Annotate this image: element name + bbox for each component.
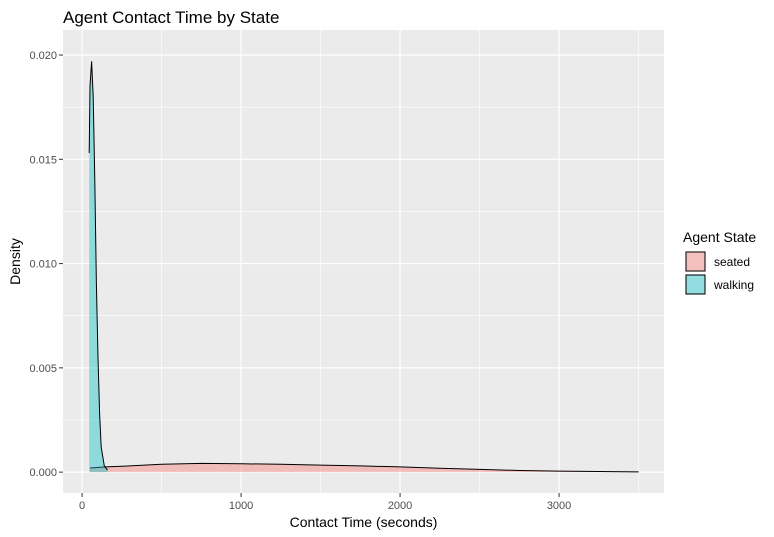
legend-swatch-walking	[685, 274, 706, 295]
density-outline-seated	[89, 462, 639, 473]
chart-title: Agent Contact Time by State	[63, 8, 279, 27]
x-axis-ticks: 0 1000 2000 3000	[79, 493, 571, 512]
y-tick-label: 0.005	[29, 363, 57, 375]
x-tick-label: 1000	[229, 500, 253, 512]
y-tick-label: 0.010	[29, 259, 57, 271]
plot-panel	[63, 30, 664, 493]
legend-key-bg	[685, 251, 706, 272]
x-tick-label: 3000	[547, 500, 571, 512]
y-axis-ticks: 0.000 0.005 0.010 0.015 0.020	[29, 50, 63, 479]
x-tick-label: 2000	[388, 500, 412, 512]
density-outline-walking	[88, 61, 108, 471]
x-axis-title: Contact Time (seconds)	[290, 514, 438, 530]
y-tick-label: 0.015	[29, 154, 57, 166]
major-gridlines	[63, 30, 664, 493]
legend: Agent State seated walking	[683, 229, 756, 295]
legend-label-seated: seated	[714, 255, 750, 269]
legend-key-bg	[685, 274, 706, 295]
y-tick-label: 0.020	[29, 50, 57, 62]
legend-label-walking: walking	[713, 278, 754, 292]
minor-gridlines	[63, 30, 664, 493]
y-axis-title: Density	[7, 238, 23, 285]
density-area-seated	[90, 463, 639, 473]
legend-title: Agent State	[683, 229, 756, 245]
density-areas	[88, 61, 639, 473]
legend-items: seated walking	[685, 251, 754, 295]
density-area-walking	[89, 61, 108, 473]
legend-swatch-seated	[685, 251, 706, 272]
x-tick-label: 0	[79, 500, 85, 512]
y-tick-label: 0.000	[29, 467, 57, 479]
